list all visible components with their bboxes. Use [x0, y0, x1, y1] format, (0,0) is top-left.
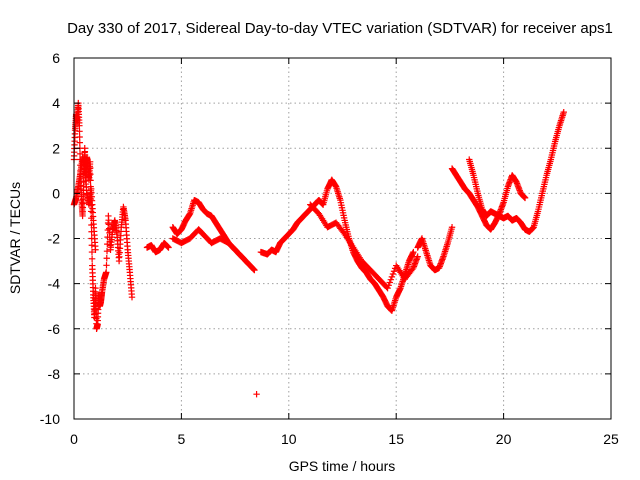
data-point	[128, 293, 136, 301]
grid-layer	[74, 58, 611, 419]
data-point	[165, 244, 172, 251]
data-point	[521, 194, 529, 202]
y-tick-label: 2	[52, 140, 60, 156]
data-point	[390, 268, 398, 275]
data-point	[387, 276, 395, 283]
data-point	[410, 248, 417, 256]
data-point	[389, 270, 397, 278]
y-tick-label: -8	[48, 366, 61, 382]
y-tick-label: 0	[52, 185, 60, 201]
data-point	[448, 224, 456, 231]
x-tick-label: 5	[178, 431, 186, 447]
data-point	[241, 256, 248, 264]
data-point	[384, 284, 391, 292]
data-point	[76, 133, 83, 141]
data-point	[560, 108, 567, 116]
y-tick-label: -6	[48, 321, 61, 337]
data-point	[76, 150, 84, 158]
y-tick-label: 6	[52, 50, 60, 66]
data-point	[86, 158, 94, 165]
data-point	[388, 273, 396, 281]
data-point	[88, 242, 96, 249]
data-point	[87, 164, 94, 172]
y-tick-label: 4	[52, 95, 60, 111]
data-point	[253, 390, 260, 398]
data-point	[103, 269, 110, 276]
data-point	[76, 139, 83, 146]
y-axis-label: SDTVAR / TECUs	[7, 182, 23, 294]
data-point	[103, 255, 110, 262]
x-tick-label: 0	[70, 431, 78, 447]
x-axis-label: GPS time / hours	[289, 458, 396, 474]
x-tick-label: 10	[281, 431, 297, 447]
chart-title: Day 330 of 2017, Sidereal Day-to-day VTE…	[67, 20, 613, 37]
y-tick-label: -4	[48, 276, 61, 292]
data-point	[92, 246, 99, 253]
data-point	[88, 248, 96, 256]
y-tick-label: -2	[48, 231, 61, 247]
data-point	[385, 282, 392, 289]
x-tick-label: 25	[603, 431, 619, 447]
data-point	[76, 122, 83, 129]
x-tick-label: 15	[388, 431, 404, 447]
data-point	[103, 262, 110, 269]
x-tick-label: 20	[496, 431, 512, 447]
data-point	[251, 266, 258, 274]
data-point	[103, 247, 111, 255]
y-tick-label: -10	[40, 411, 60, 427]
data-point	[414, 253, 421, 260]
data-point	[76, 128, 83, 135]
data-point	[242, 257, 250, 265]
data-point	[88, 255, 96, 263]
data-layer	[70, 99, 567, 398]
tick-layer: 0 5 10 15 20 25 -10 -8 -6 -4 -2 0 2 4 6	[40, 50, 619, 447]
data-point	[386, 279, 393, 286]
